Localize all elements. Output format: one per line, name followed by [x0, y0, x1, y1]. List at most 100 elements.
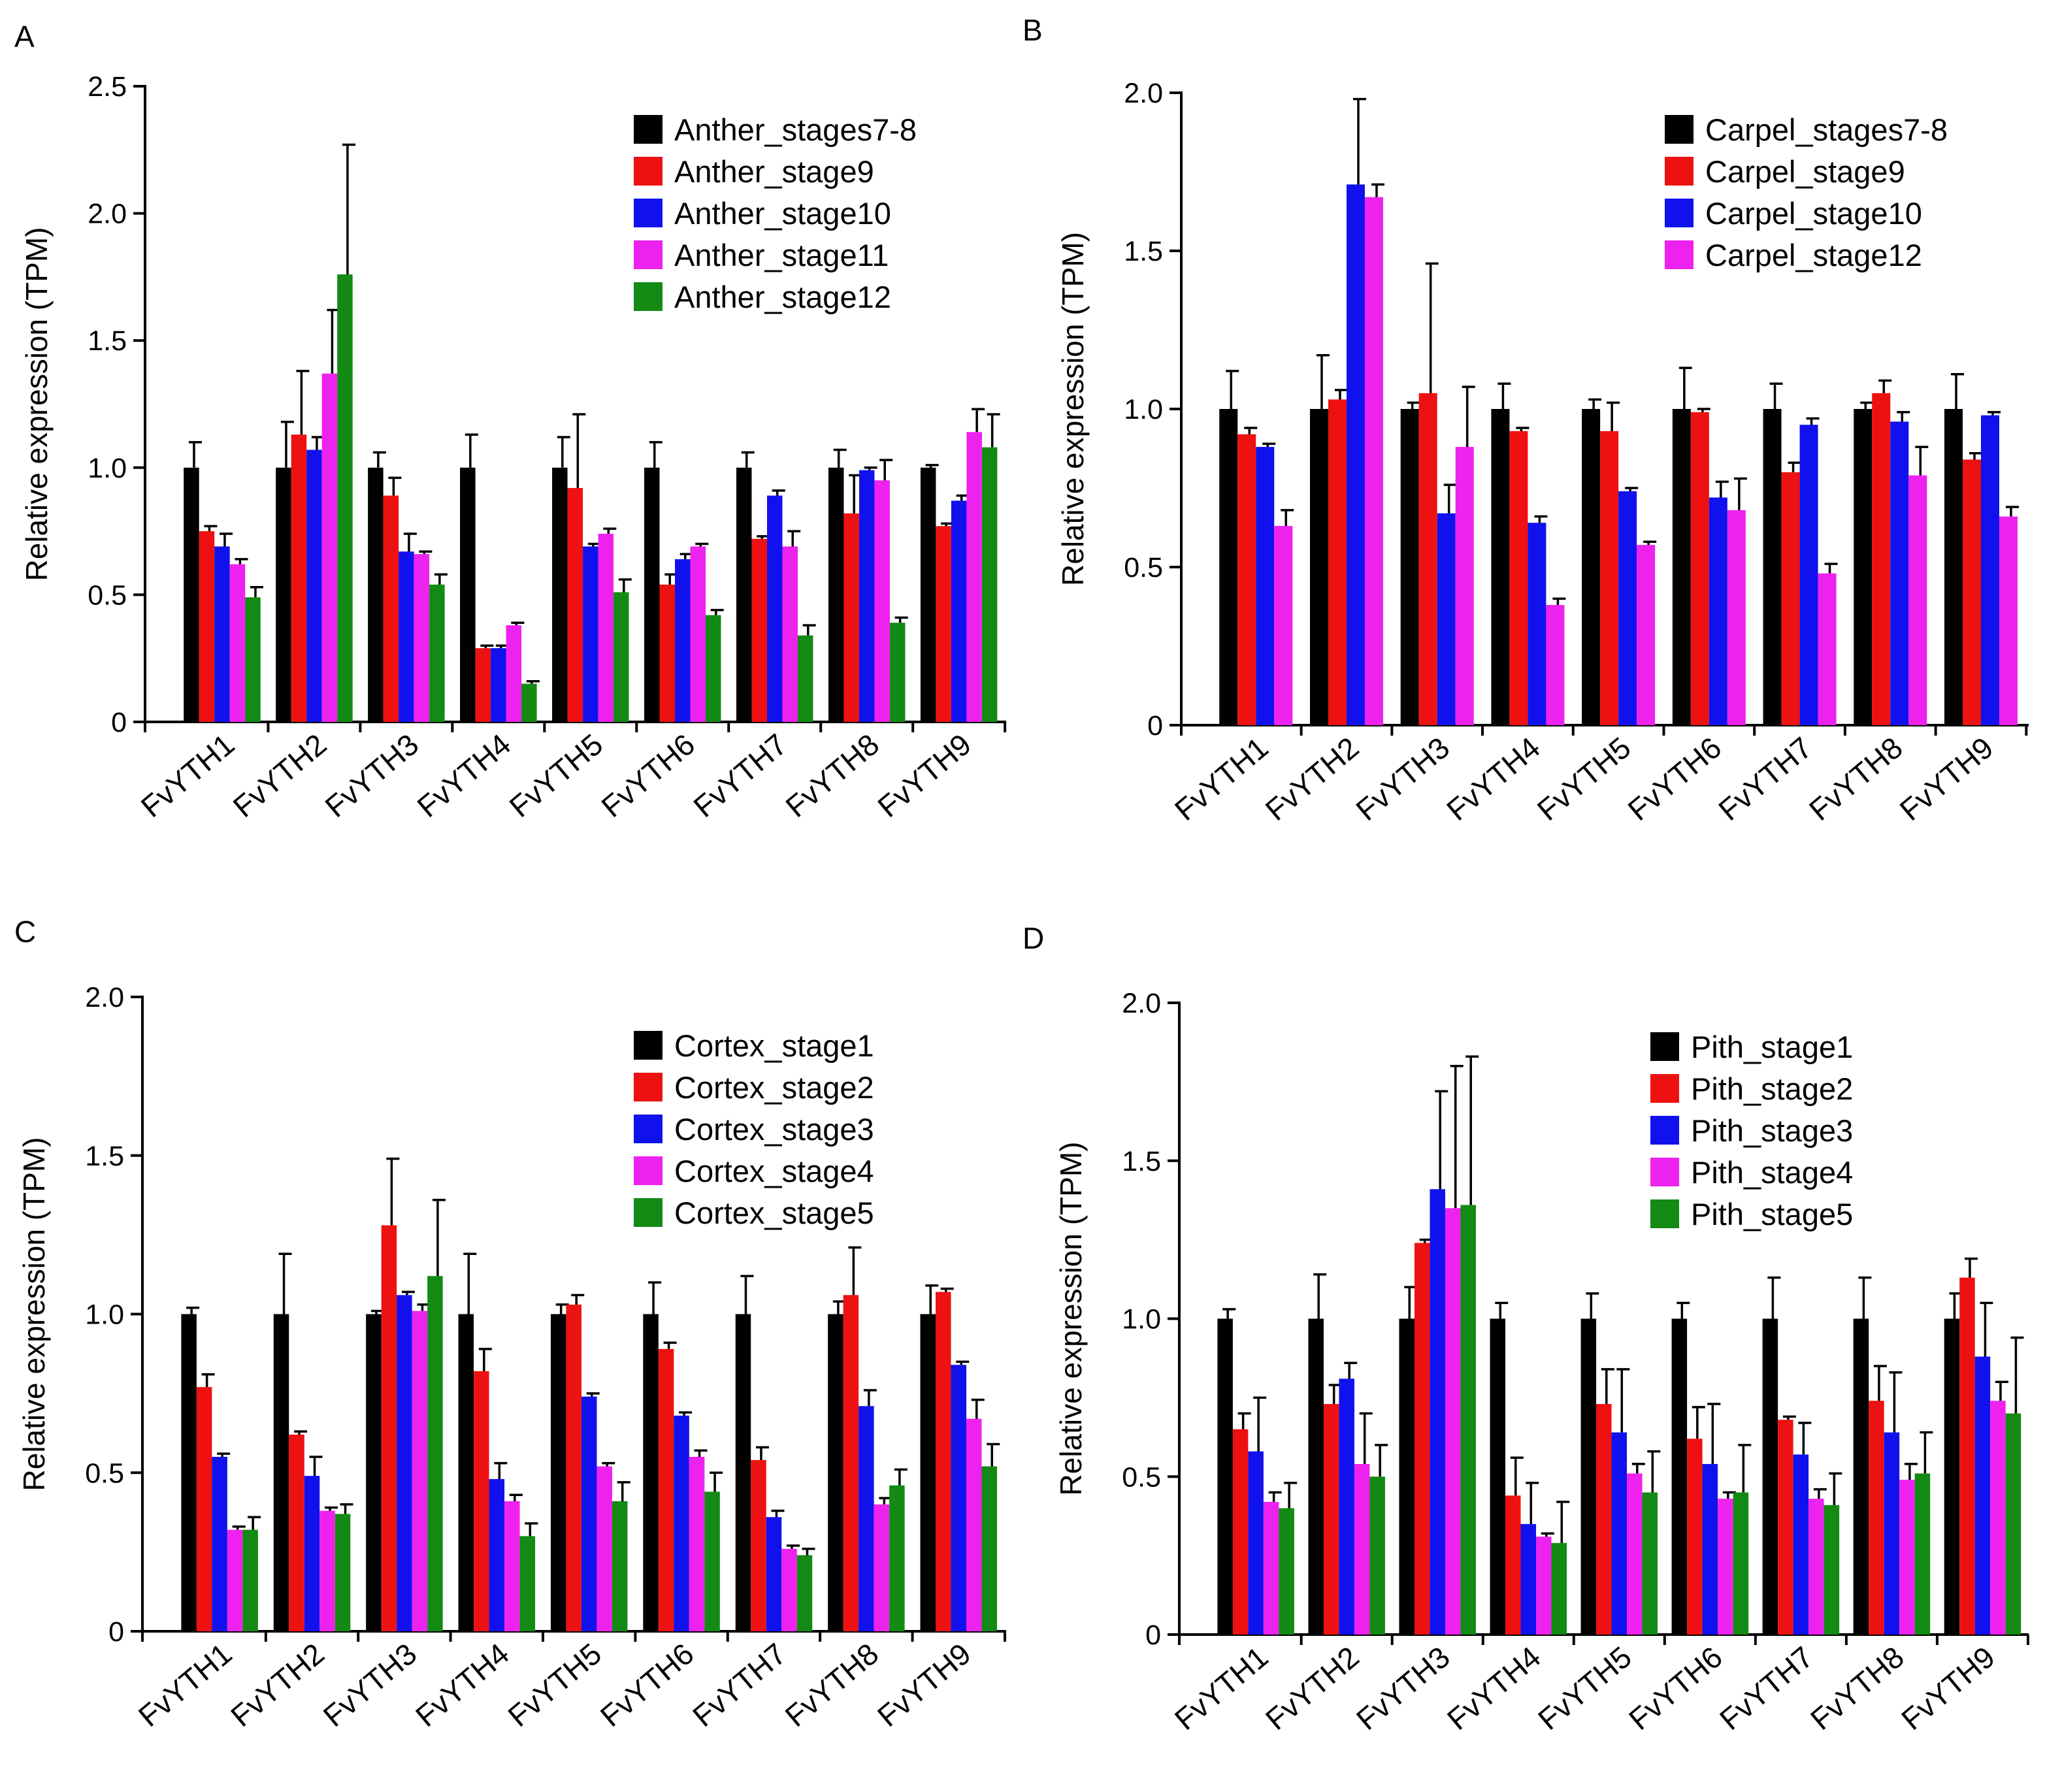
bar	[583, 546, 598, 722]
bar	[1399, 1318, 1415, 1635]
bar	[1256, 447, 1275, 725]
legend-swatch	[634, 199, 663, 227]
panel-label: C	[14, 915, 36, 949]
bar	[1580, 1318, 1597, 1635]
legend-swatch	[634, 1031, 663, 1060]
error-bar	[1987, 411, 2001, 415]
bar	[936, 526, 951, 722]
error-bar	[1678, 367, 1692, 409]
error-bar	[1625, 487, 1639, 491]
bar	[1709, 497, 1727, 725]
x-category-label: FvYTH6	[1622, 730, 1728, 827]
bar	[1328, 399, 1347, 725]
error-bar	[248, 1516, 261, 1530]
error-bar	[1465, 1055, 1479, 1205]
x-category-label: FvYTH6	[1622, 1640, 1729, 1736]
bar	[381, 1225, 397, 1631]
error-bar	[925, 1284, 939, 1314]
x-category-label: FvYTH9	[1893, 730, 2000, 827]
x-category-label: FvYTH3	[319, 727, 425, 824]
bar	[1491, 409, 1510, 725]
bar	[674, 1415, 689, 1631]
error-bar	[1552, 597, 1566, 606]
error-bar	[388, 476, 402, 496]
error-bar	[1738, 1444, 1752, 1493]
x-category-label: FvYTH4	[409, 1637, 515, 1733]
legend-swatch	[634, 1073, 663, 1101]
bar	[659, 584, 676, 722]
error-bar	[1969, 452, 1982, 460]
error-bar	[1435, 1090, 1448, 1190]
error-bar	[1334, 389, 1348, 400]
x-category-label: FvYTH8	[779, 1637, 885, 1733]
bar	[751, 1459, 766, 1631]
legend-swatch	[634, 282, 663, 311]
y-tick-label: 1.0	[1124, 394, 1163, 425]
error-bar	[478, 1348, 492, 1371]
error-bar	[525, 1522, 538, 1537]
error-bar	[1359, 1412, 1373, 1464]
error-bar	[1904, 1463, 1918, 1480]
error-bar	[432, 1198, 446, 1277]
bar	[337, 274, 353, 722]
bar	[781, 1548, 797, 1631]
error-bar	[1643, 540, 1657, 546]
error-bar	[787, 530, 801, 547]
x-category-label: FvYTH2	[1259, 730, 1366, 827]
bar	[889, 623, 906, 722]
y-tick-label: 0.5	[85, 1458, 124, 1489]
legend-swatch	[1650, 1116, 1679, 1145]
panel-label: A	[14, 20, 35, 54]
error-bar	[695, 542, 709, 547]
error-bar	[1495, 1301, 1509, 1319]
bar	[766, 495, 783, 722]
bar	[567, 487, 583, 722]
legend-swatch	[1665, 199, 1693, 227]
bar	[414, 554, 430, 722]
y-tick-label: 2.0	[88, 199, 127, 230]
legend-swatch	[1650, 1199, 1679, 1228]
bar	[920, 467, 936, 722]
panel-label: D	[1022, 921, 1044, 955]
panel-label: B	[1022, 13, 1043, 47]
bar	[214, 546, 230, 722]
bar	[1962, 459, 1981, 725]
bar	[1263, 1501, 1279, 1635]
error-bar	[863, 1389, 877, 1407]
bar	[1793, 1454, 1809, 1635]
error-bar	[1222, 1308, 1236, 1319]
bar	[1354, 1463, 1370, 1635]
bar	[828, 1314, 843, 1631]
bar	[429, 584, 445, 722]
legend-swatch	[634, 1115, 663, 1143]
bar	[1237, 434, 1256, 725]
y-tick-label: 1.5	[1122, 1146, 1161, 1177]
bar	[552, 467, 568, 722]
x-category-label: FvYTH8	[1803, 730, 1909, 827]
error-bar	[1526, 1482, 1539, 1524]
error-bar	[786, 1544, 800, 1549]
error-bar	[1813, 1488, 1827, 1499]
error-bar	[1425, 262, 1439, 393]
error-bar	[309, 1456, 323, 1476]
x-category-label: FvYTH3	[1350, 1640, 1456, 1736]
bar	[643, 1314, 659, 1631]
y-axis-label: Relative expression (TPM)	[1054, 1142, 1088, 1496]
x-category-label: FvYTH4	[1441, 1640, 1547, 1736]
bar	[1279, 1508, 1294, 1635]
bar	[598, 533, 614, 722]
bar	[366, 1314, 382, 1631]
error-bar	[894, 1468, 908, 1486]
bar	[796, 1555, 813, 1631]
y-tick-label: 0	[1147, 710, 1163, 741]
error-bar	[278, 1252, 292, 1314]
y-tick-label: 2.0	[85, 982, 124, 1013]
error-bar	[186, 1307, 200, 1314]
error-bar	[1375, 1444, 1388, 1477]
error-bar	[740, 1275, 754, 1314]
y-tick-label: 0	[111, 707, 127, 738]
bar	[689, 1456, 705, 1631]
error-bar	[1697, 408, 1710, 412]
legend-entry: Pith_stage2	[1691, 1071, 1853, 1106]
bar	[427, 1276, 443, 1631]
